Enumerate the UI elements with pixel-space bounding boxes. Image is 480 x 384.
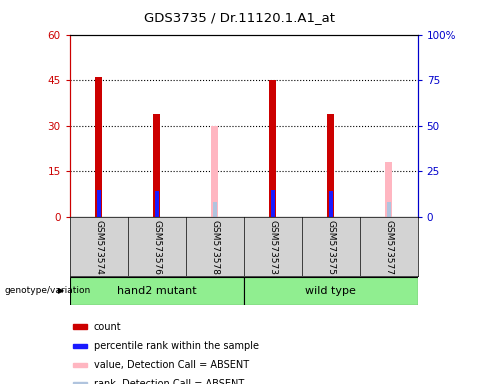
Bar [328, 192, 333, 217]
Text: rank, Detection Call = ABSENT: rank, Detection Call = ABSENT [94, 379, 244, 384]
Bar [327, 114, 334, 217]
FancyBboxPatch shape [70, 277, 243, 305]
Bar [73, 363, 87, 367]
Text: GSM573576: GSM573576 [152, 220, 161, 275]
Text: GSM573578: GSM573578 [210, 220, 219, 275]
Bar [73, 344, 87, 348]
Bar [269, 80, 276, 217]
Bar [96, 190, 101, 217]
Bar [386, 202, 391, 217]
Text: GSM573575: GSM573575 [326, 220, 335, 275]
Bar [153, 114, 160, 217]
Text: percentile rank within the sample: percentile rank within the sample [94, 341, 259, 351]
Text: GDS3735 / Dr.11120.1.A1_at: GDS3735 / Dr.11120.1.A1_at [144, 12, 336, 25]
Bar [95, 77, 102, 217]
Text: genotype/variation: genotype/variation [5, 286, 91, 295]
Text: count: count [94, 322, 121, 332]
Bar [73, 324, 87, 329]
Text: value, Detection Call = ABSENT: value, Detection Call = ABSENT [94, 360, 249, 370]
Text: GSM573574: GSM573574 [94, 220, 103, 275]
Text: GSM573577: GSM573577 [384, 220, 393, 275]
Bar [271, 190, 275, 217]
Text: wild type: wild type [305, 286, 356, 296]
Bar [73, 382, 87, 384]
Bar [155, 192, 159, 217]
Bar [385, 162, 392, 217]
Text: hand2 mutant: hand2 mutant [117, 286, 196, 296]
Text: GSM573573: GSM573573 [268, 220, 277, 275]
Bar [213, 202, 216, 217]
Bar [211, 126, 218, 217]
FancyBboxPatch shape [243, 277, 418, 305]
